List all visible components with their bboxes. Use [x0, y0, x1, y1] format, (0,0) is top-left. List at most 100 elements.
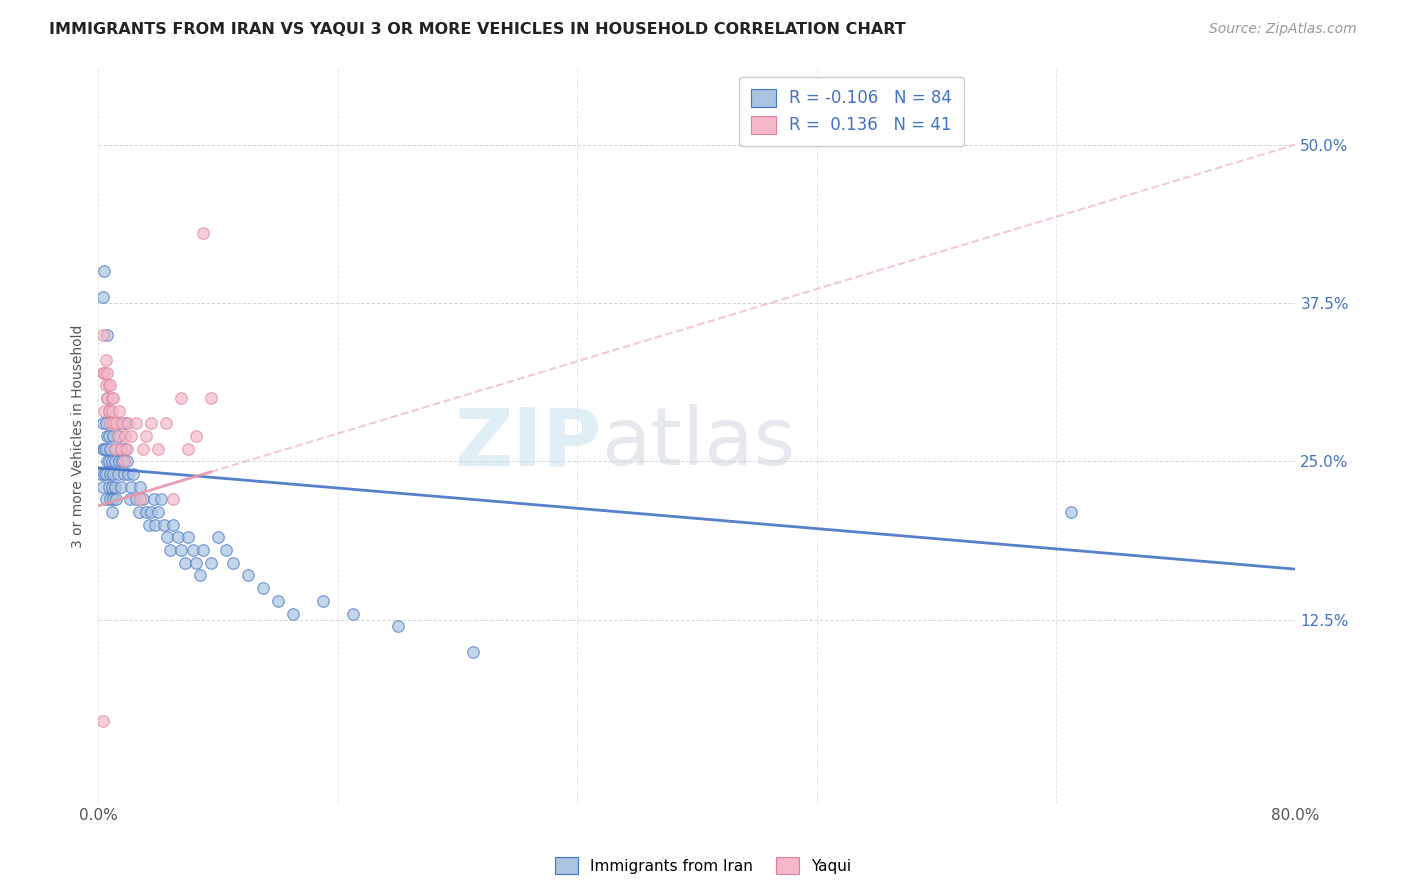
Point: [97, 403, 120, 417]
Point: [91, 480, 114, 494]
Point: [128, 505, 150, 519]
Text: Source: ZipAtlas.com: Source: ZipAtlas.com: [1209, 22, 1357, 37]
Point: [114, 442, 136, 456]
Point: [97, 378, 120, 392]
Point: [155, 417, 177, 431]
Point: [312, 594, 335, 608]
Point: [93, 366, 115, 380]
Point: [138, 517, 160, 532]
Point: [93, 467, 115, 481]
Point: [166, 531, 188, 545]
Point: [96, 366, 118, 380]
Point: [107, 467, 129, 481]
Point: [112, 467, 135, 481]
Point: [96, 327, 118, 342]
Point: [91, 442, 114, 456]
Point: [94, 417, 117, 431]
Point: [162, 492, 184, 507]
Point: [91, 714, 114, 729]
Point: [103, 467, 125, 481]
Point: [100, 492, 122, 507]
Point: [252, 581, 274, 595]
Point: [135, 505, 157, 519]
Point: [148, 442, 170, 456]
Point: [91, 290, 114, 304]
Point: [281, 607, 304, 621]
Legend: Immigrants from Iran, Yaqui: Immigrants from Iran, Yaqui: [548, 851, 858, 880]
Point: [117, 467, 139, 481]
Point: [90, 467, 112, 481]
Point: [112, 454, 135, 468]
Point: [135, 429, 157, 443]
Point: [132, 492, 155, 507]
Point: [170, 543, 193, 558]
Point: [114, 417, 136, 431]
Point: [150, 492, 173, 507]
Point: [101, 403, 124, 417]
Point: [96, 429, 118, 443]
Point: [93, 264, 115, 278]
Point: [107, 429, 129, 443]
Point: [125, 492, 148, 507]
Point: [117, 417, 139, 431]
Point: [93, 442, 115, 456]
Point: [100, 417, 122, 431]
Point: [91, 417, 114, 431]
Text: atlas: atlas: [602, 404, 796, 483]
Point: [193, 543, 215, 558]
Point: [101, 391, 124, 405]
Point: [387, 619, 409, 633]
Point: [177, 531, 200, 545]
Point: [97, 429, 120, 443]
Point: [110, 480, 132, 494]
Point: [103, 492, 125, 507]
Point: [97, 480, 120, 494]
Point: [120, 480, 142, 494]
Point: [177, 442, 200, 456]
Point: [120, 429, 142, 443]
Point: [94, 492, 117, 507]
Point: [104, 454, 127, 468]
Point: [111, 417, 134, 431]
Point: [193, 227, 215, 241]
Point: [153, 517, 176, 532]
Point: [115, 442, 138, 456]
Point: [200, 556, 222, 570]
Point: [101, 505, 124, 519]
Point: [101, 480, 124, 494]
Point: [156, 531, 179, 545]
Point: [143, 517, 166, 532]
Point: [174, 556, 197, 570]
Point: [96, 391, 118, 405]
Point: [214, 543, 236, 558]
Point: [100, 378, 122, 392]
Point: [170, 391, 193, 405]
Y-axis label: 3 or more Vehicles in Household: 3 or more Vehicles in Household: [72, 325, 86, 548]
Point: [108, 403, 131, 417]
Point: [222, 556, 245, 570]
Point: [93, 403, 115, 417]
Point: [139, 417, 162, 431]
Point: [118, 492, 141, 507]
Point: [105, 417, 128, 431]
Point: [115, 454, 138, 468]
Point: [162, 517, 184, 532]
Point: [188, 568, 211, 582]
Point: [110, 442, 132, 456]
Point: [96, 454, 118, 468]
Point: [148, 505, 170, 519]
Point: [108, 429, 131, 443]
Point: [184, 429, 207, 443]
Point: [114, 429, 136, 443]
Legend: R = -0.106   N = 84, R =  0.136   N = 41: R = -0.106 N = 84, R = 0.136 N = 41: [740, 77, 965, 146]
Point: [267, 594, 290, 608]
Point: [184, 556, 207, 570]
Point: [107, 417, 129, 431]
Point: [103, 391, 125, 405]
Point: [1060, 505, 1083, 519]
Point: [142, 492, 165, 507]
Point: [94, 442, 117, 456]
Point: [139, 505, 162, 519]
Point: [97, 454, 120, 468]
Point: [104, 480, 127, 494]
